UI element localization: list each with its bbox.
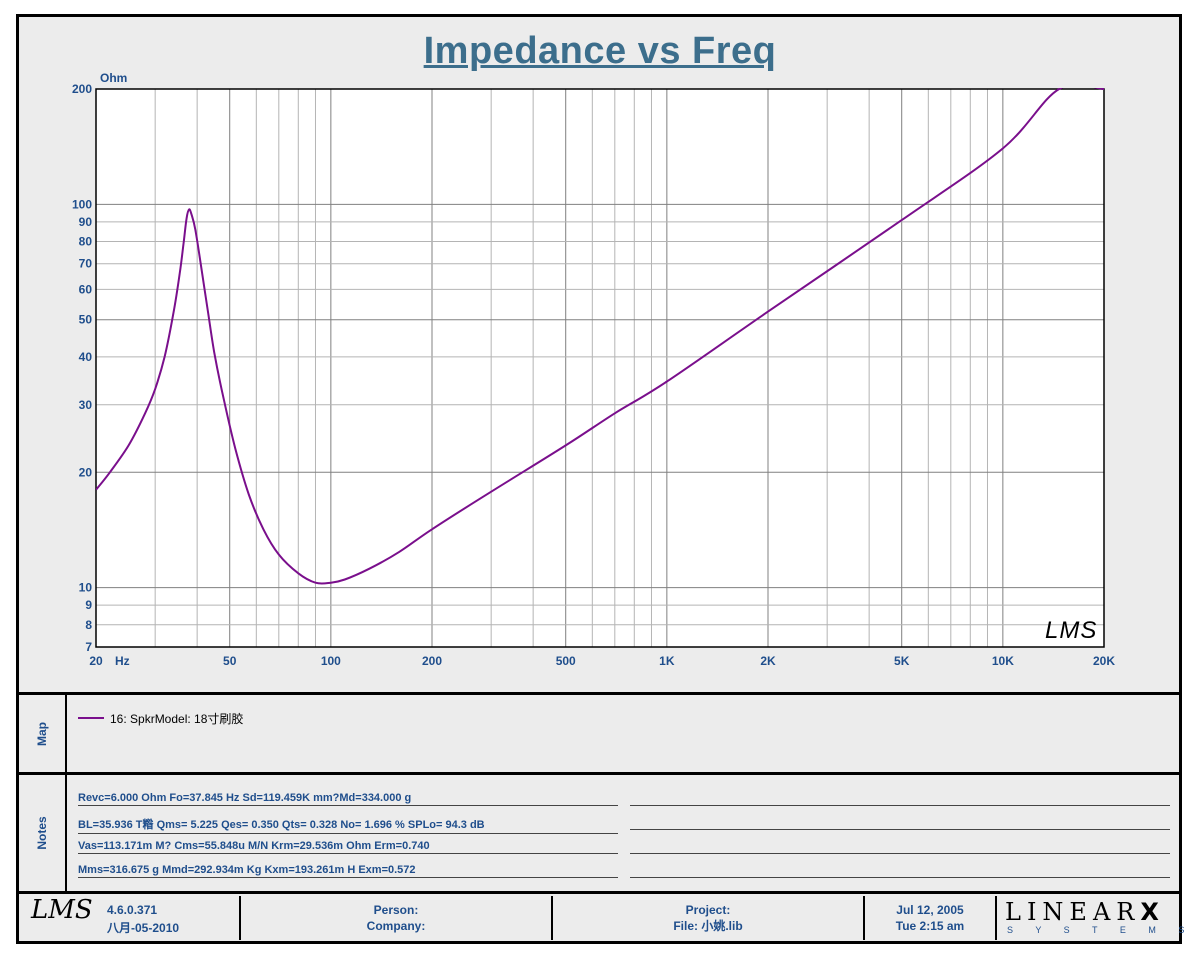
- footer-project-cell: Project: File: 小姚.lib: [553, 896, 865, 940]
- x-tick-label: 50: [223, 654, 237, 668]
- note-blank-line: [630, 829, 1170, 830]
- y-tick-label: 200: [72, 82, 92, 96]
- impedance-chart: 20 50 100 200 500 1K 2K 5K 10K 20K Hz 7 8 9 10 20 30 40 50…: [72, 71, 1115, 668]
- x-tick-label: 100: [321, 654, 341, 668]
- footer-date-cell: Jul 12, 2005 Tue 2:15 am: [865, 896, 997, 940]
- footer-version-cell: LMS 4.6.0.371 八月-05-2010: [19, 896, 241, 940]
- notes-sidebar: Notes: [19, 775, 67, 891]
- y-tick-label: 8: [85, 618, 92, 632]
- y-tick-label: 50: [79, 313, 93, 327]
- note-blank-line: [630, 853, 1170, 854]
- chart-ticks: 20 50 100 200 500 1K 2K 5K 10K 20K Hz 7 8 9 10 20 30 40 50…: [72, 82, 1115, 668]
- legend-swatch: [78, 717, 104, 719]
- note-blank-line: [630, 877, 1170, 878]
- legend-entry: 16: SpkrModel: 18寸刷胶: [110, 712, 244, 726]
- y-tick-label: 10: [79, 581, 93, 595]
- x-tick-label: 2K: [760, 654, 776, 668]
- lms-watermark: LMS: [1045, 617, 1097, 644]
- y-tick-label: 60: [79, 282, 93, 296]
- divider: [16, 891, 1182, 894]
- x-tick-label: 500: [556, 654, 576, 668]
- y-tick-label: 40: [79, 350, 93, 364]
- brand-text: LINEAR: [1005, 898, 1141, 926]
- lms-logo: LMS: [31, 895, 93, 925]
- note-line: Revc=6.000 Ohm Fo=37.845 Hz Sd=119.459K …: [78, 792, 618, 806]
- y-tick-label: 9: [85, 598, 92, 612]
- x-tick-label: 5K: [894, 654, 910, 668]
- y-tick-label: 30: [79, 398, 93, 412]
- file-label: File: 小姚.lib: [673, 919, 743, 933]
- linearx-logo: LINEARX S Y S T E M S: [997, 896, 1184, 940]
- y-tick-label: 70: [79, 257, 93, 271]
- time-label: Tue 2:15 am: [895, 919, 965, 933]
- map-label: Map: [35, 721, 49, 746]
- x-tick-label: 1K: [659, 654, 675, 668]
- chart-series: [96, 88, 1104, 585]
- y-tick-label: 7: [85, 640, 92, 654]
- plot-area: [96, 89, 1104, 647]
- plot-border: [95, 88, 1105, 648]
- version-date: 八月-05-2010: [107, 921, 180, 935]
- chart-title: Impedance vs Freq: [423, 30, 777, 72]
- x-tick-label: 10K: [992, 654, 1014, 668]
- brand-x: X: [1140, 898, 1165, 926]
- y-axis-label: Ohm: [100, 71, 127, 85]
- note-blank-line: [630, 805, 1170, 806]
- x-tick-label: 200: [422, 654, 442, 668]
- y-tick-label: 100: [72, 197, 92, 211]
- y-tick-label: 80: [79, 235, 93, 249]
- project-label: Project:: [685, 903, 731, 917]
- x-tick-label: 20: [89, 654, 103, 668]
- company-label: Company:: [366, 919, 426, 933]
- divider: [16, 772, 1182, 775]
- impedance-series-line: [96, 88, 1104, 585]
- person-label: Person:: [373, 903, 419, 917]
- version-number: 4.6.0.371: [107, 903, 158, 917]
- note-line: Vas=113.171m M? Cms=55.848u M/N Krm=29.5…: [78, 840, 618, 854]
- divider: [16, 692, 1182, 695]
- y-tick-label: 90: [79, 215, 93, 229]
- chart-grid: [95, 88, 1105, 648]
- note-line: Mms=316.675 g Mmd=292.934m Kg Kxm=193.26…: [78, 864, 618, 878]
- x-unit-label: Hz: [115, 654, 130, 668]
- y-tick-label: 20: [79, 465, 93, 479]
- footer-person-cell: Person: Company:: [241, 896, 553, 940]
- date-label: Jul 12, 2005: [896, 903, 964, 917]
- x-tick-label: 20K: [1093, 654, 1115, 668]
- note-line: BL=35.936 T糌 Qms= 5.225 Qes= 0.350 Qts= …: [78, 816, 618, 834]
- notes-label: Notes: [35, 816, 49, 850]
- map-sidebar: Map: [19, 695, 67, 772]
- brand-subtext: S Y S T E M S: [1007, 925, 1195, 935]
